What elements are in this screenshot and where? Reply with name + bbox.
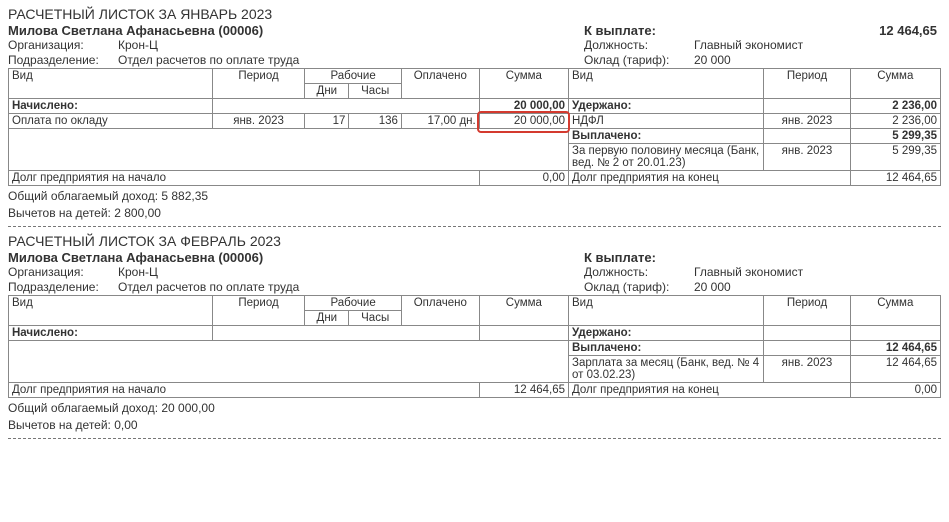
paid-label: Выплачено: xyxy=(569,341,764,356)
taxable-income: Общий облагаемый доход: 20 000,00 xyxy=(8,398,941,415)
payout-value: 12 464,65 xyxy=(694,23,941,38)
col-period2: Период xyxy=(764,69,850,99)
paid-row-period: янв. 2023 xyxy=(764,144,850,171)
col-sum: Сумма xyxy=(479,296,568,326)
taxable-income: Общий облагаемый доход: 5 882,35 xyxy=(8,186,941,203)
paid-total: 5 299,35 xyxy=(850,129,940,144)
paid-row-sum: 5 299,35 xyxy=(850,144,940,171)
accrued-row-vid: Оплата по окладу xyxy=(9,114,213,129)
col-rab: Рабочие xyxy=(305,69,402,84)
debt-start-value: 0,00 xyxy=(479,171,568,186)
withheld-label: Удержано: xyxy=(569,99,764,114)
child-deductions: Вычетов на детей: 2 800,00 xyxy=(8,203,941,220)
payout-label: К выплате: xyxy=(584,23,694,38)
dept-label: Подразделение: xyxy=(8,53,118,68)
payout-value xyxy=(694,250,941,265)
col-vid2: Вид xyxy=(569,69,764,99)
withheld-row-sum: 2 236,00 xyxy=(850,114,940,129)
col-opl: Оплачено xyxy=(401,69,479,99)
withheld-total xyxy=(850,326,940,341)
paid-row-vid: За первую половину месяца (Банк, вед. № … xyxy=(569,144,764,171)
position-label: Должность: xyxy=(584,265,694,280)
accrued-row-sum: 20 000,00 xyxy=(479,114,568,129)
payslip-january: РАСЧЕТНЫЙ ЛИСТОК ЗА ЯНВАРЬ 2023 Милова С… xyxy=(8,6,941,220)
debt-start-value: 12 464,65 xyxy=(479,383,568,398)
col-chasy: Часы xyxy=(349,84,402,99)
paid-row-vid: Зарплата за месяц (Банк, вед. № 4 от 03.… xyxy=(569,356,764,383)
position-value: Главный экономист xyxy=(694,38,803,53)
slip-title: РАСЧЕТНЫЙ ЛИСТОК ЗА ФЕВРАЛЬ 2023 xyxy=(8,233,941,249)
paid-label: Выплачено: xyxy=(569,129,764,144)
withheld-row-vid: НДФЛ xyxy=(569,114,764,129)
col-opl: Оплачено xyxy=(401,296,479,326)
col-dni: Дни xyxy=(305,84,349,99)
payslip-february: РАСЧЕТНЫЙ ЛИСТОК ЗА ФЕВРАЛЬ 2023 Милова … xyxy=(8,233,941,432)
salary-label: Оклад (тариф): xyxy=(584,280,694,295)
col-rab: Рабочие xyxy=(305,296,402,311)
dept-label: Подразделение: xyxy=(8,280,118,295)
position-label: Должность: xyxy=(584,38,694,53)
paid-row-sum: 12 464,65 xyxy=(850,356,940,383)
accrued-total xyxy=(479,326,568,341)
accrued-row-chasy: 136 xyxy=(349,114,402,129)
accrued-row-opl: 17,00 дн. xyxy=(401,114,479,129)
accrued-label: Начислено: xyxy=(9,99,213,114)
withheld-label: Удержано: xyxy=(569,326,764,341)
employee-name: Милова Светлана Афанасьевна (00006) xyxy=(8,23,584,38)
col-vid2: Вид xyxy=(569,296,764,326)
col-sum2: Сумма xyxy=(850,69,940,99)
payout-label: К выплате: xyxy=(584,250,694,265)
debt-start-label: Долг предприятия на начало xyxy=(9,383,480,398)
accrued-row-dni: 17 xyxy=(305,114,349,129)
dept-value: Отдел расчетов по оплате труда xyxy=(118,280,299,295)
col-chasy: Часы xyxy=(349,311,402,326)
slip-header: Милова Светлана Афанасьевна (00006) Орга… xyxy=(8,23,941,68)
dept-value: Отдел расчетов по оплате труда xyxy=(118,53,299,68)
paid-row-period: янв. 2023 xyxy=(764,356,850,383)
withheld-total: 2 236,00 xyxy=(850,99,940,114)
slip-title: РАСЧЕТНЫЙ ЛИСТОК ЗА ЯНВАРЬ 2023 xyxy=(8,6,941,22)
col-period: Период xyxy=(212,296,304,326)
paid-total: 12 464,65 xyxy=(850,341,940,356)
salary-value: 20 000 xyxy=(694,280,731,295)
debt-end-label: Долг предприятия на конец xyxy=(569,383,851,398)
payslip-table: Вид Период Рабочие Оплачено Сумма Вид Пе… xyxy=(8,295,941,398)
org-label: Организация: xyxy=(8,38,118,53)
col-period2: Период xyxy=(764,296,850,326)
col-sum2: Сумма xyxy=(850,296,940,326)
slip-header: Милова Светлана Афанасьевна (00006) Орга… xyxy=(8,250,941,295)
position-value: Главный экономист xyxy=(694,265,803,280)
org-value: Крон-Ц xyxy=(118,38,158,53)
payslip-table: Вид Период Рабочие Оплачено Сумма Вид Пе… xyxy=(8,68,941,186)
col-dni: Дни xyxy=(305,311,349,326)
employee-name: Милова Светлана Афанасьевна (00006) xyxy=(8,250,584,265)
col-vid: Вид xyxy=(9,69,213,99)
debt-start-label: Долг предприятия на начало xyxy=(9,171,480,186)
accrued-row-period: янв. 2023 xyxy=(212,114,304,129)
salary-value: 20 000 xyxy=(694,53,731,68)
col-period: Период xyxy=(212,69,304,99)
org-label: Организация: xyxy=(8,265,118,280)
debt-end-value: 12 464,65 xyxy=(850,171,940,186)
org-value: Крон-Ц xyxy=(118,265,158,280)
accrued-total: 20 000,00 xyxy=(479,99,568,114)
col-sum: Сумма xyxy=(479,69,568,99)
withheld-row-period: янв. 2023 xyxy=(764,114,850,129)
separator xyxy=(8,438,941,439)
salary-label: Оклад (тариф): xyxy=(584,53,694,68)
col-vid: Вид xyxy=(9,296,213,326)
accrued-label: Начислено: xyxy=(9,326,213,341)
debt-end-label: Долг предприятия на конец xyxy=(569,171,851,186)
debt-end-value: 0,00 xyxy=(850,383,940,398)
child-deductions: Вычетов на детей: 0,00 xyxy=(8,415,941,432)
separator xyxy=(8,226,941,227)
